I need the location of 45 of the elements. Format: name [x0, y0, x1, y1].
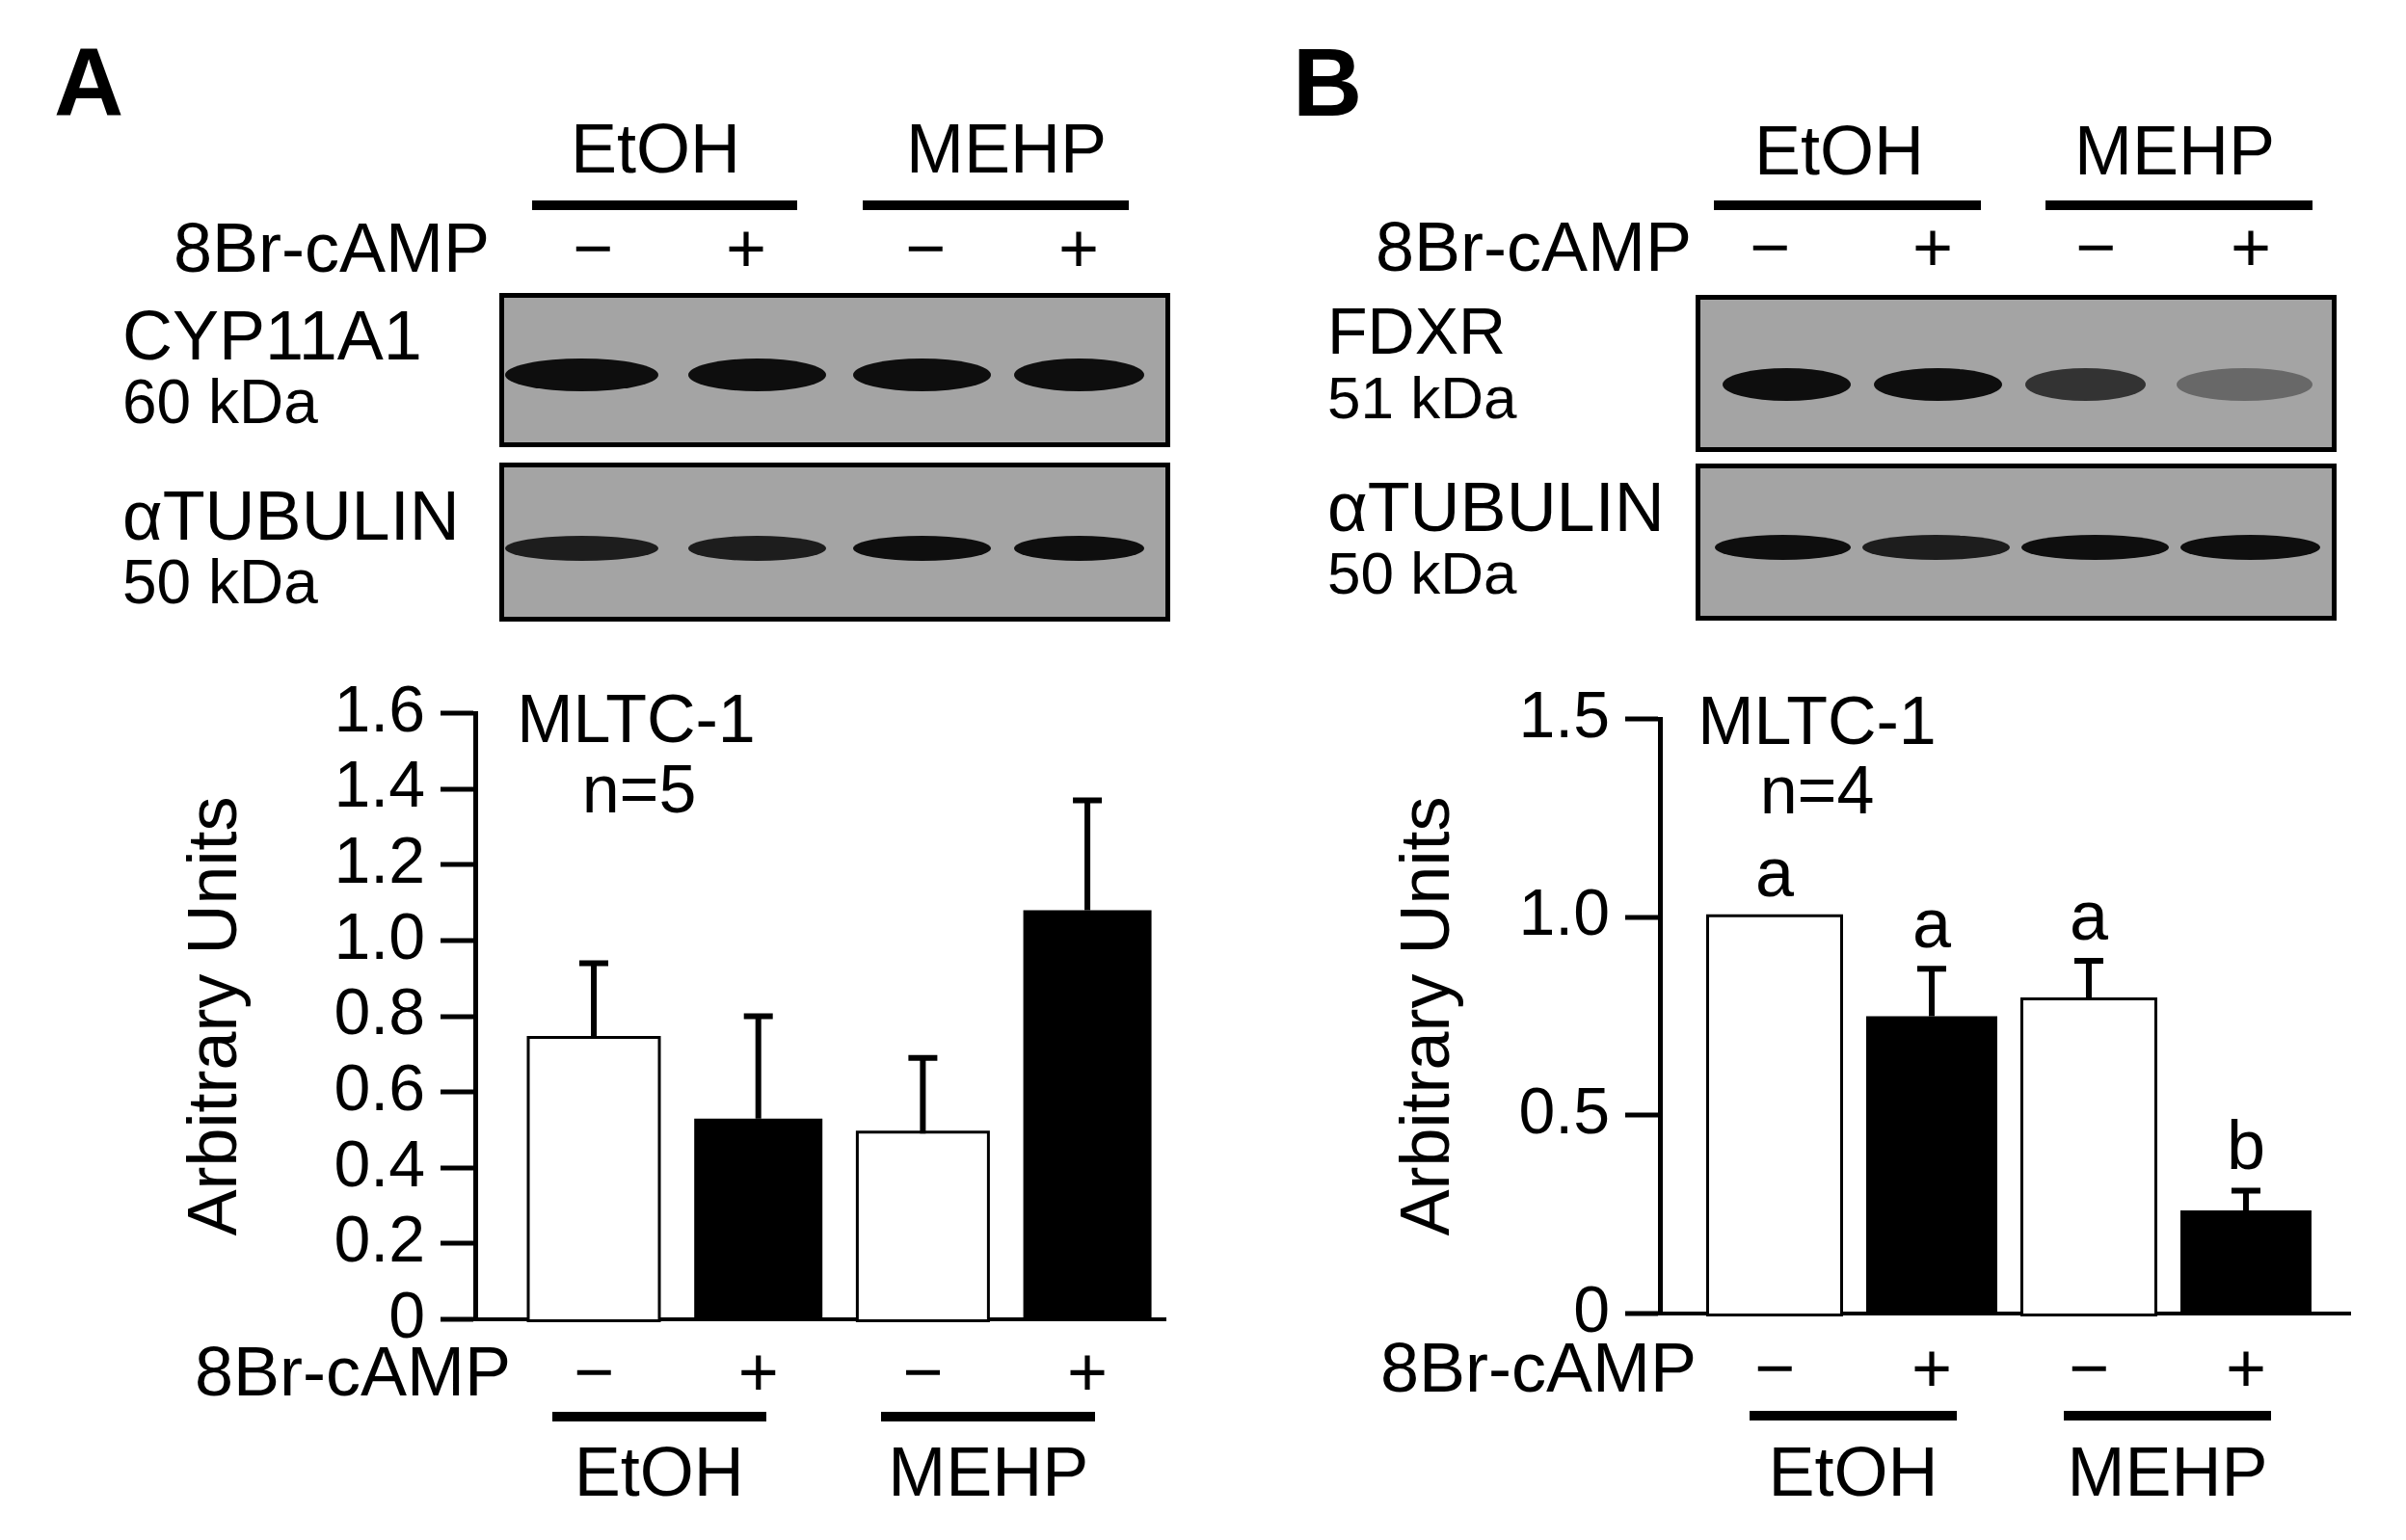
- x-tick-label: −: [573, 1332, 615, 1410]
- y-tick-label: 1.0: [1518, 875, 1610, 949]
- text: MEHP: [888, 1432, 1089, 1510]
- y-tick-label: 0.2: [334, 1202, 425, 1276]
- text: 8Br-cAMP: [1375, 207, 1692, 285]
- text: MEHP: [2067, 1432, 2268, 1510]
- text: +: [725, 208, 767, 286]
- text: EtOH: [1768, 1432, 1938, 1510]
- text: +: [1911, 207, 1954, 285]
- text: MEHP: [2073, 111, 2276, 189]
- y-tick-label: 1.5: [1518, 677, 1610, 751]
- y-tick-label: 0.6: [334, 1049, 425, 1124]
- x-tick-label: +: [1911, 1328, 1952, 1406]
- text: +: [1057, 208, 1100, 286]
- y-tick-label: 0.5: [1518, 1074, 1610, 1148]
- x-tick-label: −: [1753, 1328, 1796, 1406]
- x-tick-label: −: [2068, 1328, 2109, 1406]
- text: MEHP: [905, 109, 1108, 187]
- y-tick-label: 1.2: [334, 823, 425, 896]
- chart-title: A: [54, 28, 124, 136]
- text: −: [2074, 207, 2117, 285]
- data-label: a: [1911, 885, 1952, 963]
- text: EtOH: [574, 1432, 744, 1510]
- y-tick-label: 1.0: [334, 898, 425, 972]
- text: EtOH: [1753, 111, 1925, 189]
- text: −: [1749, 207, 1791, 285]
- x-tick-label: +: [737, 1332, 779, 1410]
- y-axis-title: Arbitrary Units: [173, 796, 251, 1236]
- data-label: a: [1754, 833, 1795, 911]
- y-tick-label: 1.6: [334, 671, 425, 745]
- x-tick-label: +: [1067, 1332, 1109, 1410]
- text: EtOH: [570, 109, 741, 187]
- data-label: b: [2226, 1106, 2265, 1184]
- data-label: a: [2069, 876, 2109, 954]
- y-axis-title: Arbitrary Units: [1385, 796, 1463, 1236]
- x-tick-label: −: [902, 1332, 944, 1410]
- y-tick-label: 0.4: [334, 1126, 425, 1200]
- chart-title: B: [1293, 28, 1363, 136]
- text: +: [2230, 207, 2272, 285]
- text: 8Br-cAMP: [173, 208, 490, 286]
- y-tick-label: 0.8: [334, 974, 425, 1049]
- text: −: [572, 208, 614, 286]
- y-tick-label: 1.4: [334, 747, 425, 821]
- x-tick-label: +: [2225, 1328, 2266, 1406]
- text: −: [904, 208, 947, 286]
